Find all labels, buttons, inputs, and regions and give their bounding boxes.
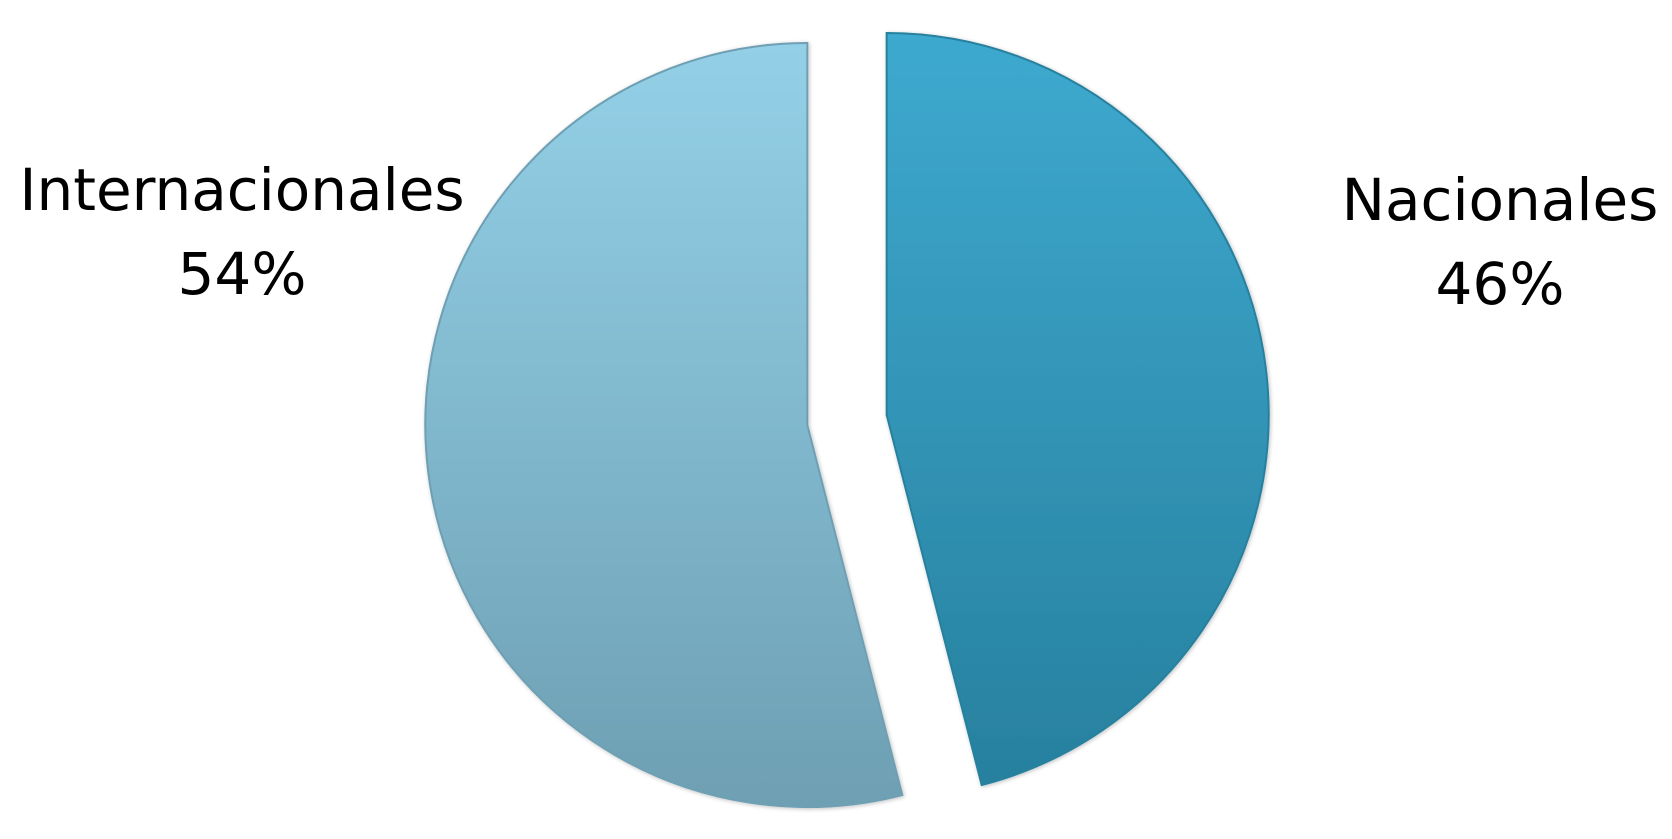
slice-percent-internacionales: 54% — [178, 240, 307, 308]
pie-slice-nacionales — [885, 31, 1270, 787]
slice-percent-nacionales: 46% — [1436, 250, 1565, 318]
slice-label-nacionales: Nacionales — [1342, 166, 1659, 234]
label-internacionales: Internacionales 54% — [19, 156, 464, 308]
pie-slices — [424, 31, 1270, 809]
label-nacionales: Nacionales 46% — [1342, 166, 1659, 318]
pie-slice-internacionales — [424, 42, 904, 809]
slice-label-internacionales: Internacionales — [19, 156, 464, 224]
